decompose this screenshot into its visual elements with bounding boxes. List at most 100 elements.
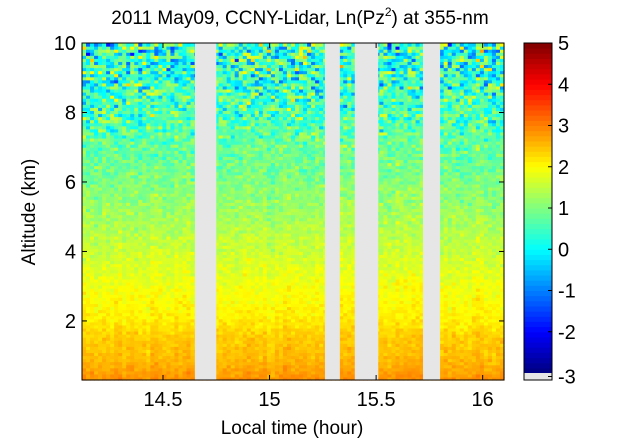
heatmap-cell [166,110,172,115]
heatmap-cell [246,373,252,378]
heatmap-cell [178,364,184,369]
heatmap-cell [138,337,143,341]
heatmap-cell [82,137,87,142]
heatmap-cell [226,364,232,369]
heatmap-cell [250,88,256,93]
heatmap-cell [126,346,131,350]
heatmap-cell [186,202,192,206]
heatmap-cell [238,300,244,305]
heatmap-cell [114,334,119,338]
heatmap-cell [154,376,159,381]
heatmap-cell [230,337,236,341]
heatmap-cell [162,214,167,219]
heatmap-cell [94,251,99,255]
heatmap-cell [178,113,184,118]
heatmap-cell [154,116,159,121]
heatmap-cell [250,340,256,344]
heatmap-cell [154,107,159,111]
heatmap-cell [186,226,192,231]
heatmap-cell [142,223,147,228]
heatmap-cell [110,46,115,50]
heatmap-cell [154,346,159,350]
heatmap-cell [130,376,135,381]
heatmap-cell [190,190,196,194]
heatmap-cell [134,324,139,329]
heatmap-cell [94,349,99,354]
heatmap-cell [150,104,155,108]
heatmap-cell [190,199,196,203]
heatmap-cell [258,101,264,105]
heatmap-cell [254,58,260,62]
heatmap-cell [118,352,123,357]
heatmap-cell [246,177,252,182]
heatmap-cell [82,242,87,246]
heatmap-cell [130,196,135,200]
heatmap-cell [142,358,147,363]
heatmap-cell [250,137,256,142]
heatmap-cell [246,364,252,369]
heatmap-cell [170,370,176,375]
heatmap-cell [226,229,232,234]
heatmap-cell [114,281,119,286]
heatmap-cell [166,107,172,111]
heatmap-cell [182,376,188,381]
heatmap-cell [222,294,228,298]
heatmap-cell [166,52,172,56]
heatmap-cell [110,70,115,75]
heatmap-cell [162,174,167,179]
heatmap-cell [90,303,95,308]
heatmap-cell [146,119,151,124]
heatmap-cell [166,202,172,206]
heatmap-cell [126,125,131,130]
heatmap-cell [126,110,131,115]
heatmap-cell [178,70,184,75]
heatmap-cell [174,355,180,360]
heatmap-cell [98,327,103,332]
heatmap-cell [238,193,244,197]
heatmap-cell [262,364,268,369]
heatmap-cell [254,165,260,170]
heatmap-cell [234,116,240,121]
heatmap-cell [174,159,180,164]
heatmap-cell [122,196,127,200]
heatmap-cell [238,321,244,326]
heatmap-cell [246,196,252,200]
heatmap-cell [158,288,163,292]
heatmap-cell [238,202,244,206]
heatmap-cell [94,202,99,206]
heatmap-cell [234,349,240,354]
heatmap-cell [134,294,139,298]
heatmap-cell [162,272,167,277]
heatmap-cell [118,327,123,332]
heatmap-cell [122,330,127,335]
heatmap-cell [262,245,268,249]
heatmap-cell [178,67,184,72]
heatmap-cell [182,361,188,366]
heatmap-cell [186,186,192,191]
heatmap-cell [174,297,180,301]
heatmap-cell [186,364,192,369]
heatmap-cell [154,171,159,176]
heatmap-cell [106,285,111,289]
heatmap-cell [246,168,252,173]
heatmap-cell [230,346,236,350]
heatmap-cell [222,180,228,185]
heatmap-cell [162,337,167,341]
heatmap-cell [166,266,172,271]
heatmap-cell [146,101,151,105]
heatmap-cell [150,202,155,206]
heatmap-cell [106,110,111,115]
heatmap-cell [246,67,252,72]
heatmap-cell [90,171,95,176]
heatmap-cell [182,334,188,338]
heatmap-cell [186,214,192,219]
heatmap-cell [246,324,252,329]
heatmap-cell [82,76,87,81]
heatmap-cell [98,156,103,161]
heatmap-cell [154,67,159,72]
heatmap-cell [134,373,139,378]
heatmap-cell [158,340,163,344]
heatmap-cell [226,76,232,81]
heatmap-cell [118,223,123,228]
heatmap-cell [126,171,131,176]
